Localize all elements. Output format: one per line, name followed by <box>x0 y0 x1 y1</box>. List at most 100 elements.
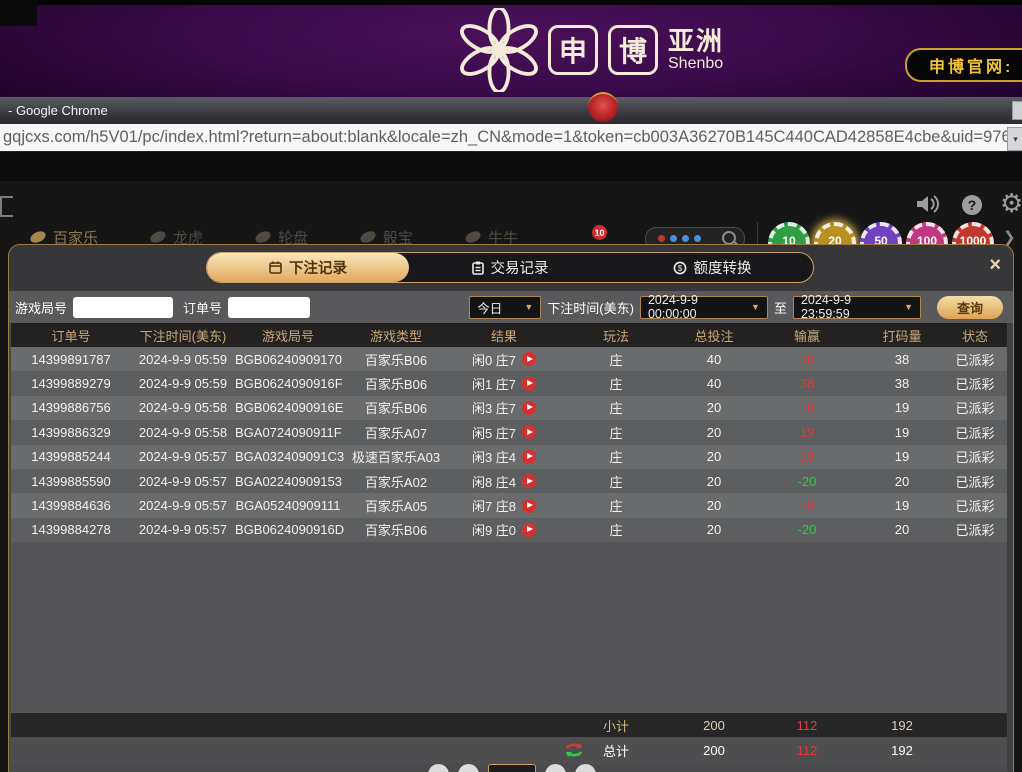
tab-label: 交易记录 <box>490 261 549 277</box>
cell-bet-time: 2024-9-9 05:57 <box>138 449 228 465</box>
replay-play-icon[interactable] <box>522 376 537 391</box>
refresh-swap-icon[interactable] <box>565 742 583 763</box>
chevron-right-icon[interactable]: ❯ <box>1003 229 1016 246</box>
replay-play-icon[interactable] <box>522 474 537 489</box>
col-header: 游戏类型 <box>369 328 422 344</box>
cell-bet-time: 2024-9-9 05:57 <box>138 473 228 489</box>
cell-turnover: 19 <box>894 498 910 514</box>
replay-play-icon[interactable] <box>522 425 537 440</box>
total-winloss: 112 <box>796 743 818 758</box>
col-header: 下注时间(美东) <box>139 328 227 344</box>
cell-game-round: BGB0624090916E <box>235 400 344 416</box>
result-text: 闲0 庄7 <box>471 352 517 368</box>
cell-order-no: 14399884636 <box>31 498 111 514</box>
subtotal-bet: 200 <box>703 717 725 733</box>
cell-result: 闲3 庄7 <box>451 398 557 417</box>
cell-game-round: BGB06240909170 <box>235 351 342 367</box>
cell-total-bet: 20 <box>706 473 722 489</box>
svg-text:$: $ <box>677 264 682 273</box>
game-round-input[interactable] <box>73 296 174 318</box>
search-button[interactable]: 查询 <box>936 295 1003 319</box>
volume-icon[interactable] <box>916 194 940 219</box>
col-header: 订单号 <box>51 328 91 344</box>
cell-status: 已派彩 <box>955 474 995 490</box>
window-control-button[interactable] <box>1012 101 1022 120</box>
cell-total-bet: 20 <box>706 449 722 465</box>
date-to-select[interactable]: 2024-9-9 23:59:59 ▼ <box>792 293 921 321</box>
total-row: 总计 200 112 192 <box>11 737 1007 764</box>
top-strip <box>0 0 1022 5</box>
cell-status: 已派彩 <box>955 523 995 539</box>
order-no-input[interactable] <box>228 296 311 318</box>
official-site-button[interactable]: 申博官网: <box>905 48 1022 82</box>
nav-item-label: 龙虎 <box>173 229 204 247</box>
tab-transaction-records[interactable]: 交易记录 <box>409 253 611 282</box>
close-icon[interactable]: × <box>989 255 1001 275</box>
pagination-last-button[interactable] <box>575 764 596 772</box>
table-row: 14399891787 2024-9-9 05:59 BGB0624090917… <box>11 347 1007 372</box>
cell-game-round: BGA05240909111 <box>235 498 341 514</box>
calendar-icon <box>269 261 282 274</box>
nav-item-label: 轮盘 <box>278 229 309 247</box>
cell-turnover: 20 <box>894 522 910 538</box>
roadmap-dot <box>694 235 701 242</box>
cell-winloss: -20 <box>797 522 817 538</box>
cell-game-type: 百家乐B06 <box>364 523 428 539</box>
cell-winloss: -20 <box>797 473 817 489</box>
nav-item-百家乐[interactable]: 百家乐 <box>28 227 98 248</box>
page-top-gap <box>0 152 1022 181</box>
window-titlebar[interactable]: - Google Chrome <box>0 97 1022 124</box>
roadmap-dot <box>682 235 689 242</box>
cell-game-type: 百家乐A02 <box>364 474 428 490</box>
tab-credit-transfer[interactable]: $ 额度转换 <box>611 253 813 282</box>
pagination-prev-button[interactable] <box>458 764 479 772</box>
counter-badge: 10 <box>592 225 607 240</box>
search-icon[interactable] <box>722 231 736 245</box>
pagination-first-button[interactable] <box>428 764 449 772</box>
cell-status: 已派彩 <box>955 377 995 393</box>
pagination-page-box[interactable] <box>488 764 536 772</box>
cell-winloss: 19 <box>799 449 815 465</box>
cell-total-bet: 20 <box>706 400 722 416</box>
cell-play-type: 庄 <box>609 377 623 393</box>
pagination-next-button[interactable] <box>545 764 566 772</box>
address-bar[interactable]: gqjcxs.com/h5V01/pc/index.html?return=ab… <box>0 124 1022 152</box>
col-header: 玩法 <box>602 328 629 344</box>
records-modal: 下注记录 交易记录 $ 额度转换 × 游戏局号 订单号 <box>8 244 1014 772</box>
nav-item-轮盘[interactable]: 轮盘 <box>253 227 309 248</box>
collapse-menu-icon[interactable] <box>0 196 13 217</box>
col-header: 结果 <box>490 328 517 344</box>
scrollbar-track[interactable] <box>1007 323 1013 772</box>
cell-status: 已派彩 <box>955 450 995 466</box>
cell-game-type: 百家乐B06 <box>364 352 428 368</box>
table-row: 14399884636 2024-9-9 05:57 BGA0524090911… <box>11 493 1007 518</box>
settings-icon[interactable]: ⚙ <box>1000 188 1022 218</box>
nav-item-龙虎[interactable]: 龙虎 <box>148 227 204 248</box>
date-from-select[interactable]: 2024-9-9 00:00:00 ▼ <box>639 293 768 321</box>
nav-item-骰宝[interactable]: 骰宝 <box>358 227 413 248</box>
replay-play-icon[interactable] <box>522 352 537 367</box>
date-from-value: 2024-9-9 00:00:00 <box>647 293 699 321</box>
cell-order-no: 14399885244 <box>31 449 111 465</box>
replay-play-icon[interactable] <box>522 449 537 464</box>
replay-play-icon[interactable] <box>522 498 537 513</box>
replay-play-icon[interactable] <box>522 522 537 537</box>
quick-range-select[interactable]: 今日 ▼ <box>469 295 542 319</box>
address-bar-side-button[interactable]: ▾ <box>1007 127 1022 151</box>
tab-label: 额度转换 <box>693 261 752 277</box>
chevron-down-icon: ▼ <box>751 302 760 312</box>
cell-game-round: BGA0724090911F <box>235 424 342 440</box>
cell-winloss: 19 <box>799 424 815 440</box>
tab-bet-records[interactable]: 下注记录 <box>207 253 409 282</box>
cell-turnover: 20 <box>894 473 910 489</box>
help-icon[interactable]: ? <box>962 195 982 215</box>
cell-order-no: 14399886756 <box>31 400 111 416</box>
cell-turnover: 38 <box>894 351 910 367</box>
cell-bet-time: 2024-9-9 05:58 <box>138 424 228 440</box>
replay-play-icon[interactable] <box>522 400 537 415</box>
cell-winloss: 38 <box>799 376 815 392</box>
game-category-icon <box>463 229 483 245</box>
cell-turnover: 38 <box>894 376 910 392</box>
nav-item-牛牛[interactable]: 牛牛 <box>463 227 518 248</box>
